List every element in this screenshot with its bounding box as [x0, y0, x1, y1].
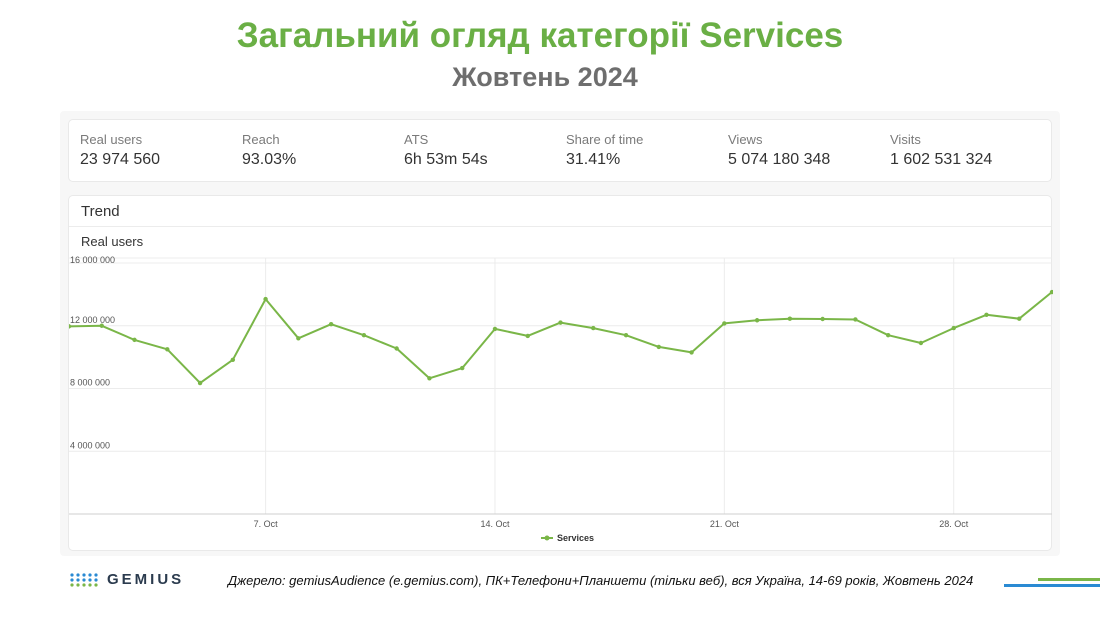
data-point	[623, 332, 629, 338]
kpi-value: 31.41%	[566, 151, 621, 168]
kpi-label: Visits	[890, 132, 921, 147]
data-point	[132, 337, 137, 343]
trend-panel: Trend Real users 4 000 000 8 000 000 12 00…	[68, 195, 1053, 551]
page-subtitle: Жовтень 2024	[452, 62, 638, 92]
data-point	[492, 326, 498, 332]
data-point	[165, 347, 170, 352]
data-point	[722, 321, 727, 326]
data-point	[99, 323, 104, 328]
x-tick-label: 7. Oct	[254, 519, 279, 529]
decor-blue-bar	[1004, 584, 1100, 587]
data-point	[558, 320, 563, 325]
data-point	[754, 318, 760, 323]
data-point	[525, 333, 530, 339]
kpi-value: 93.03%	[242, 151, 297, 168]
y-tick-label: 4 000 000	[70, 440, 110, 450]
data-point	[460, 365, 465, 371]
decor-green-bar	[1038, 578, 1100, 581]
gemius-dots-icon	[70, 572, 98, 587]
data-point	[230, 357, 236, 362]
source-note: Джерело: gemiusAudience (e.gemius.com), …	[228, 573, 974, 588]
data-point	[263, 296, 268, 302]
kpi-value: 6h 53m 54s	[404, 151, 488, 168]
gemius-wordmark: GEMIUS	[107, 571, 185, 588]
series-line-services	[69, 291, 1053, 384]
kpi-panel: Real users 23 974 560 Reach 93.03% ATS 6…	[68, 119, 1052, 182]
trend-title: Trend	[81, 203, 120, 220]
data-point	[853, 317, 858, 322]
x-tick-label: 21. Oct	[710, 519, 740, 529]
kpi-label: Share of time	[566, 132, 644, 147]
trend-divider	[69, 226, 1051, 227]
data-point	[787, 316, 793, 321]
gemius-logo: GEMIUS	[70, 571, 184, 588]
trend-metric-label: Real users	[81, 234, 144, 249]
kpi-value: 5 074 180 348	[728, 151, 831, 168]
data-point	[984, 312, 989, 317]
data-point	[689, 350, 694, 355]
data-point	[656, 344, 661, 350]
kpi-value: 23 974 560	[80, 151, 161, 168]
y-tick-label: 16 000 000	[70, 255, 115, 265]
kpi-ats: ATS 6h 53m 54s	[404, 132, 488, 169]
data-point	[820, 316, 825, 322]
kpi-label: Real users	[80, 132, 143, 147]
data-point	[885, 332, 891, 338]
y-tick-label: 8 000 000	[70, 378, 110, 388]
data-point	[197, 380, 203, 386]
data-point	[296, 336, 301, 341]
kpi-share-of-time: Share of time 31.41%	[566, 132, 643, 169]
data-point	[1049, 289, 1053, 295]
data-point	[1017, 316, 1022, 321]
kpi-visits: Visits 1 602 531 324	[890, 132, 992, 169]
data-point	[69, 324, 72, 329]
kpi-label: Reach	[242, 132, 280, 147]
data-point	[394, 346, 399, 351]
data-point	[427, 376, 432, 381]
legend-swatch-marker	[544, 535, 550, 541]
kpi-label: Views	[728, 132, 763, 147]
data-point	[951, 325, 956, 331]
legend-label-services: Services	[557, 533, 594, 543]
data-point	[361, 332, 367, 338]
trend-line-chart: 4 000 000 8 000 000 12 000 000 16 000 000 7.…	[69, 255, 1053, 543]
data-point	[591, 325, 596, 331]
kpi-real-users: Real users 23 974 560	[80, 132, 160, 169]
kpi-value: 1 602 531 324	[890, 151, 993, 168]
data-point	[918, 340, 924, 346]
kpi-reach: Reach 93.03%	[242, 132, 296, 169]
x-tick-label: 28. Oct	[939, 519, 969, 529]
x-tick-label: 14. Oct	[480, 519, 510, 529]
kpi-views: Views 5 074 180 348	[728, 132, 830, 169]
data-point	[328, 321, 334, 327]
kpi-label: ATS	[404, 132, 429, 147]
page-title: Загальний огляд категорії Services	[236, 16, 844, 55]
y-tick-label: 12 000 000	[70, 315, 115, 325]
